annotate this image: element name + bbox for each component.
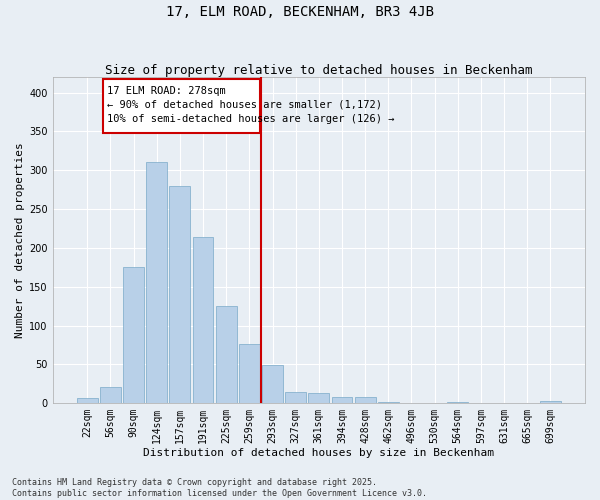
Text: Contains HM Land Registry data © Crown copyright and database right 2025.
Contai: Contains HM Land Registry data © Crown c… [12,478,427,498]
Bar [285,392,306,403]
Bar [239,344,260,403]
Y-axis label: Number of detached properties: Number of detached properties [15,142,25,338]
Bar [355,397,376,403]
Bar [146,162,167,403]
Bar [77,398,98,403]
Bar [448,402,468,403]
Bar [123,266,144,403]
Bar [216,306,236,403]
Title: Size of property relative to detached houses in Beckenham: Size of property relative to detached ho… [105,64,533,77]
Bar [169,186,190,403]
Text: 17, ELM ROAD, BECKENHAM, BR3 4JB: 17, ELM ROAD, BECKENHAM, BR3 4JB [166,5,434,19]
Bar [308,393,329,403]
Bar [103,78,260,133]
Bar [100,387,121,403]
Text: 17 ELM ROAD: 278sqm: 17 ELM ROAD: 278sqm [107,86,226,96]
Bar [540,401,561,403]
Text: 10% of semi-detached houses are larger (126) →: 10% of semi-detached houses are larger (… [107,114,394,124]
Bar [193,237,214,403]
Bar [332,397,352,403]
Text: ← 90% of detached houses are smaller (1,172): ← 90% of detached houses are smaller (1,… [107,100,382,110]
Bar [378,402,399,403]
X-axis label: Distribution of detached houses by size in Beckenham: Distribution of detached houses by size … [143,448,494,458]
Bar [262,365,283,403]
